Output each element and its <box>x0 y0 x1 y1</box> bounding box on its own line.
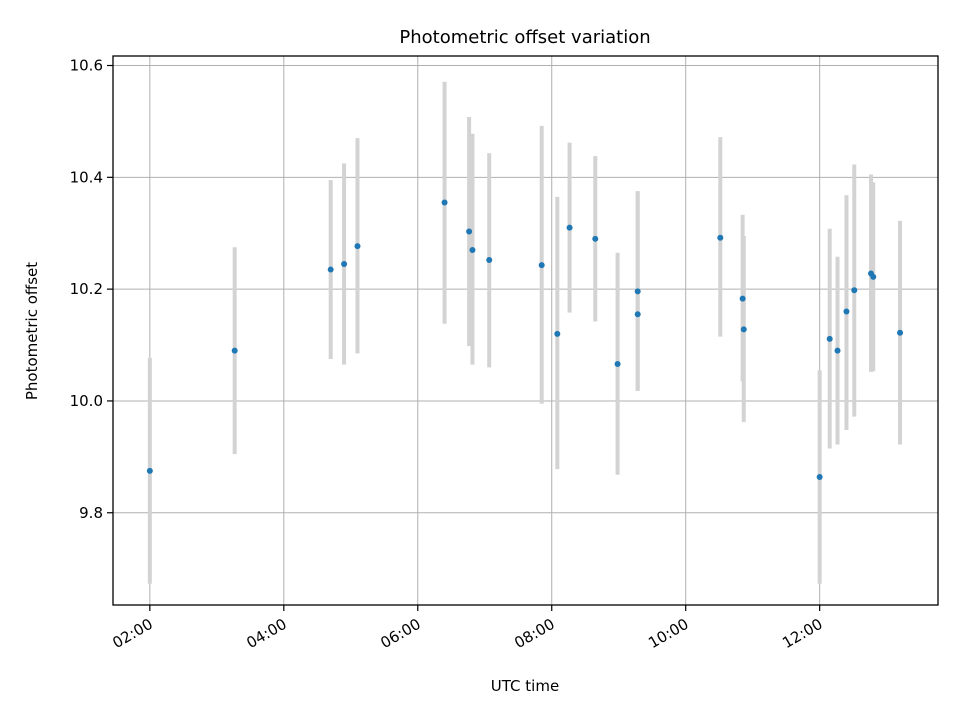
data-point <box>851 287 858 294</box>
chart-title: Photometric offset variation <box>399 27 650 48</box>
y-axis-ticks: 9.8 10.0 10.2 10.4 10.6 <box>70 57 113 522</box>
data-point <box>231 347 238 354</box>
y-tick-label: 9.8 <box>79 504 103 522</box>
data-point <box>486 257 493 264</box>
data-point <box>469 246 476 253</box>
data-point <box>614 361 621 368</box>
grid <box>113 56 938 605</box>
y-axis-label: Photometric offset <box>23 262 41 400</box>
data-point <box>740 326 747 333</box>
data-point <box>592 235 599 242</box>
data-point <box>834 347 841 354</box>
data-point <box>354 243 361 250</box>
data-point <box>566 224 573 231</box>
data-point <box>739 295 746 302</box>
data-point <box>538 262 545 269</box>
data-point <box>826 335 833 342</box>
data-point <box>327 266 334 273</box>
plot-frame <box>112 55 939 606</box>
data-point <box>717 234 724 241</box>
data-point <box>441 199 448 206</box>
y-tick-label: 10.0 <box>70 392 103 410</box>
data-point <box>634 311 641 318</box>
data-point <box>554 330 561 337</box>
data-point <box>466 228 473 235</box>
data-point <box>341 260 348 267</box>
data-point <box>843 308 850 315</box>
data-point <box>634 288 641 295</box>
y-tick-label: 10.6 <box>70 57 103 75</box>
data-point <box>146 467 153 474</box>
y-tick-label: 10.4 <box>70 168 103 186</box>
data-point <box>897 329 904 336</box>
x-axis-label: UTC time <box>491 677 559 695</box>
data-point <box>816 473 823 480</box>
data-point <box>870 273 877 280</box>
y-tick-label: 10.2 <box>70 280 103 298</box>
data-points <box>146 199 904 480</box>
